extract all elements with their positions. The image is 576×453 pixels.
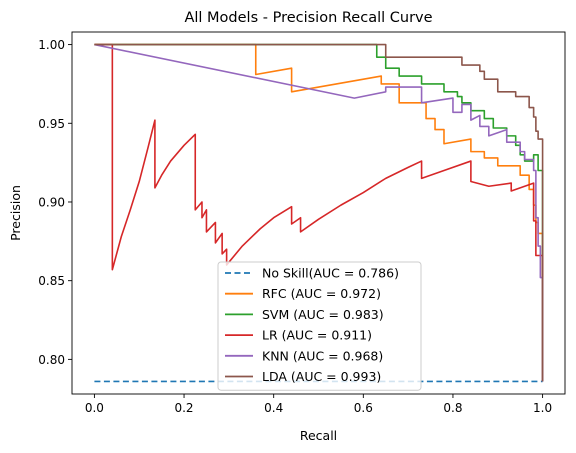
- y-tick-label: 0.90: [38, 195, 65, 209]
- plot-frame: [71, 31, 566, 395]
- x-tick-label: 1.0: [533, 401, 552, 415]
- chart-title: All Models - Precision Recall Curve: [184, 10, 432, 26]
- legend-label: RFC (AUC = 0.972): [262, 286, 381, 301]
- x-tick-label: 0.6: [354, 401, 373, 415]
- series-line-3: [94, 43, 544, 382]
- x-tick-label: 0.4: [264, 401, 283, 415]
- y-axis-label: Precision: [8, 185, 23, 241]
- legend-label: LR (AUC = 0.911): [262, 328, 372, 343]
- x-tick-label: 0.0: [85, 401, 104, 415]
- legend: No Skill(AUC = 0.786) RFC (AUC = 0.972) SV…: [217, 261, 422, 391]
- x-tick-label: 0.2: [174, 401, 193, 415]
- legend-label: SVM (AUC = 0.983): [262, 307, 384, 322]
- series-line-5: [94, 43, 544, 382]
- y-axis-ticks: 0.80 0.85 0.90 0.95 1.00: [38, 38, 72, 367]
- y-tick-label: 0.95: [38, 117, 65, 131]
- plot-lines: [94, 43, 544, 383]
- legend-label: No Skill(AUC = 0.786): [262, 266, 399, 281]
- x-axis-ticks: 0.0 0.2 0.4 0.6 0.8 1.0: [85, 394, 552, 415]
- legend-label: KNN (AUC = 0.968): [262, 348, 383, 363]
- legend-label: LDA (AUC = 0.993): [262, 369, 381, 384]
- legend-box: [217, 261, 422, 391]
- x-tick-label: 0.8: [443, 401, 462, 415]
- y-tick-label: 1.00: [38, 38, 65, 52]
- series-line-4: [94, 43, 544, 382]
- y-tick-label: 0.85: [38, 274, 65, 288]
- y-tick-label: 0.80: [38, 353, 65, 367]
- series-line-2: [94, 43, 544, 382]
- x-axis-label: Recall: [300, 428, 337, 443]
